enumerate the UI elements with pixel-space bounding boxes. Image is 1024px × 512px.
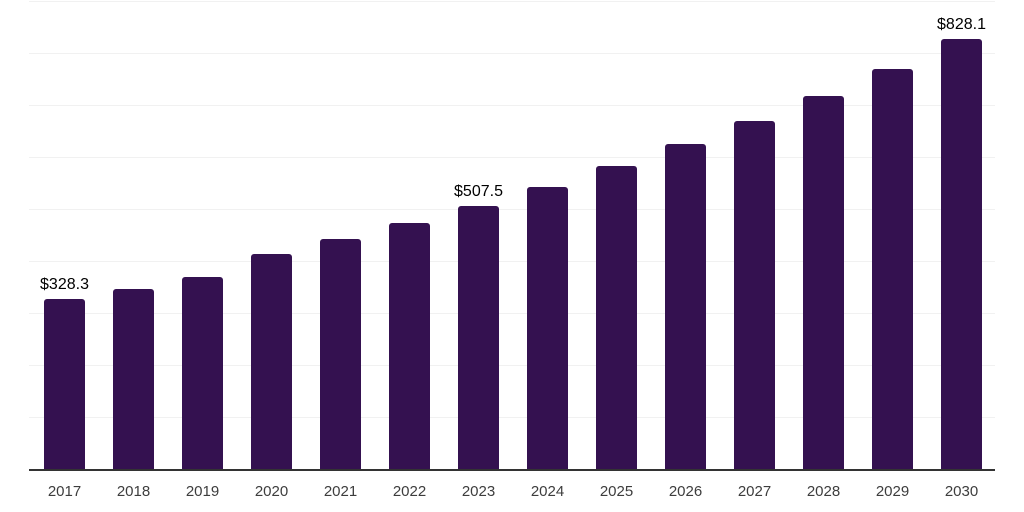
x-tick-label-2025: 2025 [599, 483, 634, 500]
x-tick-label-2021: 2021 [323, 483, 358, 500]
bar-2025 [596, 166, 637, 470]
bar-2019 [182, 276, 223, 470]
bar-2020 [251, 254, 292, 470]
bar-2026 [665, 144, 706, 470]
plot-area: $328.3 $507.5 $828.1 [29, 1, 995, 470]
gridline-100 [29, 417, 995, 418]
bar-2029 [872, 68, 913, 470]
x-tick-label-2030: 2030 [944, 483, 979, 500]
gridline-600 [29, 157, 995, 158]
gridline-900 [29, 1, 995, 2]
x-tick-label-2028: 2028 [806, 483, 841, 500]
x-tick-label-2018: 2018 [116, 483, 151, 500]
x-axis-line [29, 469, 995, 471]
x-tick-label-2024: 2024 [530, 483, 565, 500]
x-tick-label-2027: 2027 [737, 483, 772, 500]
gridline-300 [29, 313, 995, 314]
bar-2030 [941, 39, 982, 470]
gridline-800 [29, 53, 995, 54]
x-tick-label-2020: 2020 [254, 483, 289, 500]
bar-2022 [389, 222, 430, 470]
gridline-400 [29, 261, 995, 262]
x-tick-label-2029: 2029 [875, 483, 910, 500]
bar-2018 [113, 288, 154, 470]
bar-2028 [803, 95, 844, 470]
bar-2024 [527, 186, 568, 470]
x-tick-label-2017: 2017 [47, 483, 82, 500]
bar-2021 [320, 239, 361, 470]
x-tick-label-2023: 2023 [461, 483, 496, 500]
bar-2027 [734, 120, 775, 470]
gridline-200 [29, 365, 995, 366]
x-tick-label-2026: 2026 [668, 483, 703, 500]
x-tick-label-2019: 2019 [185, 483, 220, 500]
data-label-2017: $328.3 [40, 276, 89, 294]
gridline-500 [29, 209, 995, 210]
data-label-2030: $828.1 [937, 16, 986, 34]
bar-2017 [44, 299, 85, 470]
data-label-2023: $507.5 [454, 183, 503, 201]
x-tick-label-2022: 2022 [392, 483, 427, 500]
gridline-700 [29, 105, 995, 106]
bar-2023 [458, 206, 499, 470]
